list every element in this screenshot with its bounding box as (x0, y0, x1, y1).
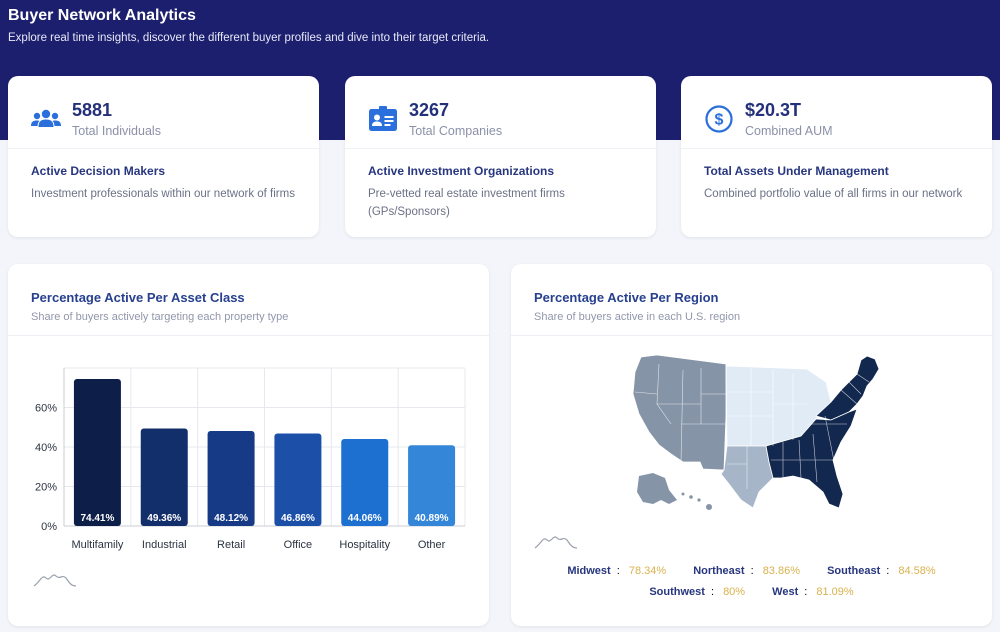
stat-description: Investment professionals within our netw… (31, 188, 295, 200)
stat-card-header: $ $20.3T Combined AUM (681, 76, 992, 149)
svg-text:$: $ (715, 112, 724, 129)
bar-value-label: 46.86% (281, 513, 315, 524)
divider (8, 335, 489, 336)
y-tick-label: 20% (35, 482, 57, 494)
legend-item-midwest: Midwest: 78.34% (567, 565, 667, 577)
x-tick-label: Hospitality (339, 539, 390, 551)
y-tick-label: 60% (35, 403, 57, 415)
y-tick-label: 40% (35, 442, 57, 454)
stat-card-header: 3267 Total Companies (345, 76, 656, 149)
stat-card-aum: $ $20.3T Combined AUM Total Assets Under… (681, 76, 992, 237)
bar-other (408, 445, 456, 526)
bar-retail (207, 430, 255, 526)
x-tick-label: Other (418, 539, 446, 551)
stat-value: 5881 (72, 100, 113, 120)
x-tick-label: Multifamily (71, 539, 123, 551)
legend-item-southeast: Southeast: 84.58% (827, 565, 936, 577)
us-region-map (632, 354, 880, 511)
panel-subtitle: Share of buyers active in each U.S. regi… (534, 311, 741, 323)
map-region-west[interactable] (632, 354, 727, 471)
page-subtitle: Explore real time insights, discover the… (8, 32, 490, 44)
stat-value: $20.3T (745, 100, 802, 120)
bar-value-label: 74.41% (80, 513, 114, 524)
x-tick-label: Industrial (142, 539, 187, 551)
asset-class-panel: Percentage Active Per Asset Class Share … (8, 264, 489, 626)
map-region-northeast[interactable] (815, 355, 880, 421)
divider (511, 335, 992, 336)
id-card-icon (369, 106, 397, 131)
bar-hospitality (341, 438, 389, 526)
panel-title: Percentage Active Per Region (534, 290, 719, 305)
stat-description: Pre-vetted real estate investment firms … (368, 188, 565, 218)
stat-subtitle: Active Investment Organizations (368, 164, 555, 178)
sparkline-logo-icon (33, 574, 77, 587)
legend-item-west: West: 81.09% (772, 586, 854, 598)
map-hawaii[interactable] (681, 492, 713, 511)
region-panel: Percentage Active Per Region Share of bu… (511, 264, 992, 626)
panel-title: Percentage Active Per Asset Class (31, 290, 245, 305)
region-legend-row-1: Midwest: 78.34% Northeast: 83.86% Southe… (511, 565, 992, 577)
bar-value-label: 48.12% (214, 513, 248, 524)
bar-value-label: 49.36% (147, 513, 181, 524)
stat-label: Total Individuals (72, 124, 161, 138)
x-tick-label: Retail (217, 539, 245, 551)
map-alaska[interactable] (637, 473, 677, 504)
dollar-circle-icon: $ (705, 105, 733, 133)
stat-label: Total Companies (409, 124, 503, 138)
panel-subtitle: Share of buyers actively targeting each … (31, 311, 289, 323)
legend-item-northeast: Northeast: 83.86% (693, 565, 800, 577)
stat-subtitle: Total Assets Under Management (704, 164, 889, 178)
state-borders (634, 363, 870, 489)
stat-card-individuals: 5881 Total Individuals Active Decision M… (8, 76, 319, 237)
region-legend-row-2: Southwest: 80% West: 81.09% (511, 586, 992, 598)
people-icon (31, 109, 61, 127)
y-tick-label: 0% (41, 521, 57, 533)
stat-label: Combined AUM (745, 124, 833, 138)
stat-card-header: 5881 Total Individuals (8, 76, 319, 149)
stat-description: Combined portfolio value of all firms in… (704, 188, 963, 200)
bar-value-label: 44.06% (348, 513, 382, 524)
bar-industrial (140, 428, 188, 526)
stat-card-companies: 3267 Total Companies Active Investment O… (345, 76, 656, 237)
legend-item-southwest: Southwest: 80% (649, 586, 746, 598)
stat-value: 3267 (409, 100, 450, 120)
bar-value-label: 40.89% (415, 513, 449, 524)
page-title: Buyer Network Analytics (8, 7, 196, 24)
stat-subtitle: Active Decision Makers (31, 164, 166, 178)
bar-chart: 0% 20% 40% 60% 74.41% Multifamily 49.36% Indust… (33, 367, 466, 587)
bar-multifamily (73, 379, 121, 526)
bar-office (274, 433, 322, 526)
x-tick-label: Office (284, 539, 313, 551)
